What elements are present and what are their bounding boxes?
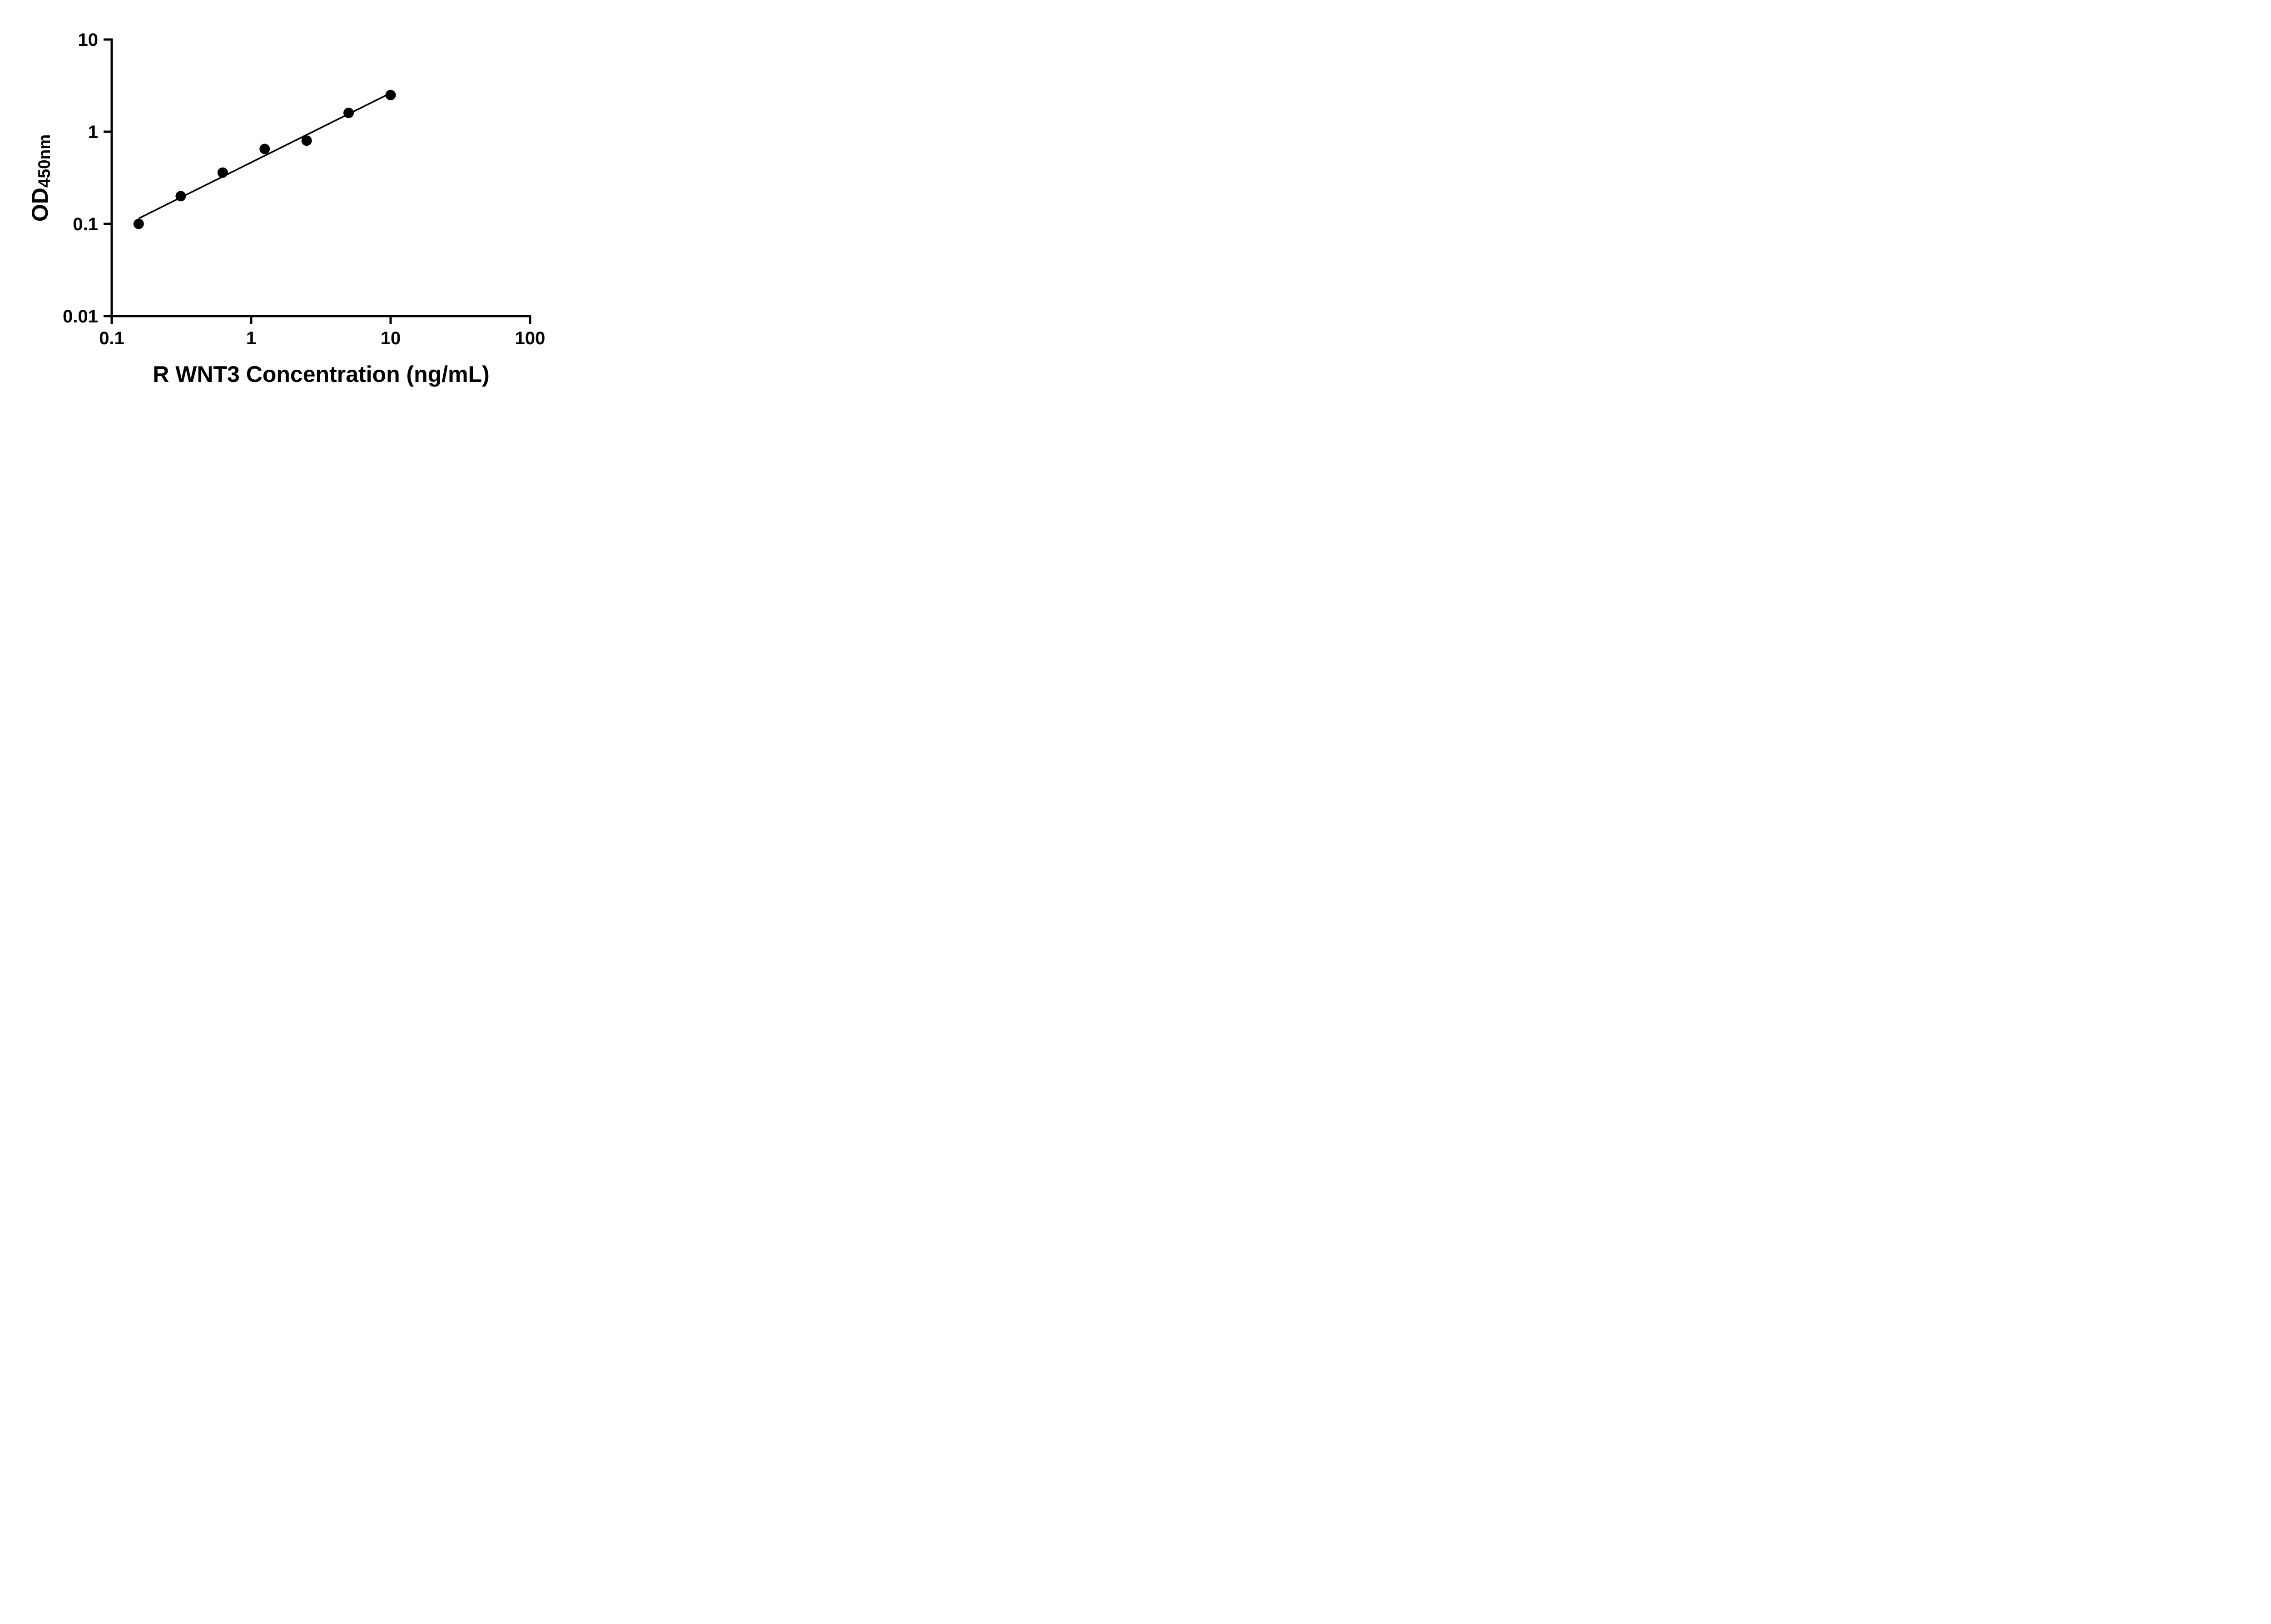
y-tick-label: 10 <box>78 30 99 50</box>
data-point <box>343 108 354 119</box>
x-tick-label: 10 <box>381 328 401 348</box>
elisa-standard-curve-figure: 0.01 0.1 1 10 0.1 1 10 100 OD450nm R WNT3 Conce… <box>0 0 584 406</box>
x-axis-title: R WNT3 Concentration (ng/mL) <box>153 361 490 387</box>
y-tick-label: 1 <box>88 122 98 142</box>
y-axis-title-main: OD <box>27 188 53 222</box>
y-axis-title-subscript: 450nm <box>35 134 54 188</box>
x-tick-label: 1 <box>246 328 256 348</box>
y-tick-label: 0.01 <box>63 307 98 327</box>
data-point <box>133 218 144 229</box>
data-point <box>301 135 312 146</box>
y-axis-title: OD450nm <box>27 134 54 222</box>
data-point <box>385 89 396 100</box>
data-point <box>217 167 228 178</box>
x-tick-label: 0.1 <box>99 328 124 348</box>
data-point <box>259 144 270 154</box>
data-point <box>175 191 186 202</box>
y-tick-label: 0.1 <box>73 214 98 234</box>
x-tick-label: 100 <box>515 328 545 348</box>
